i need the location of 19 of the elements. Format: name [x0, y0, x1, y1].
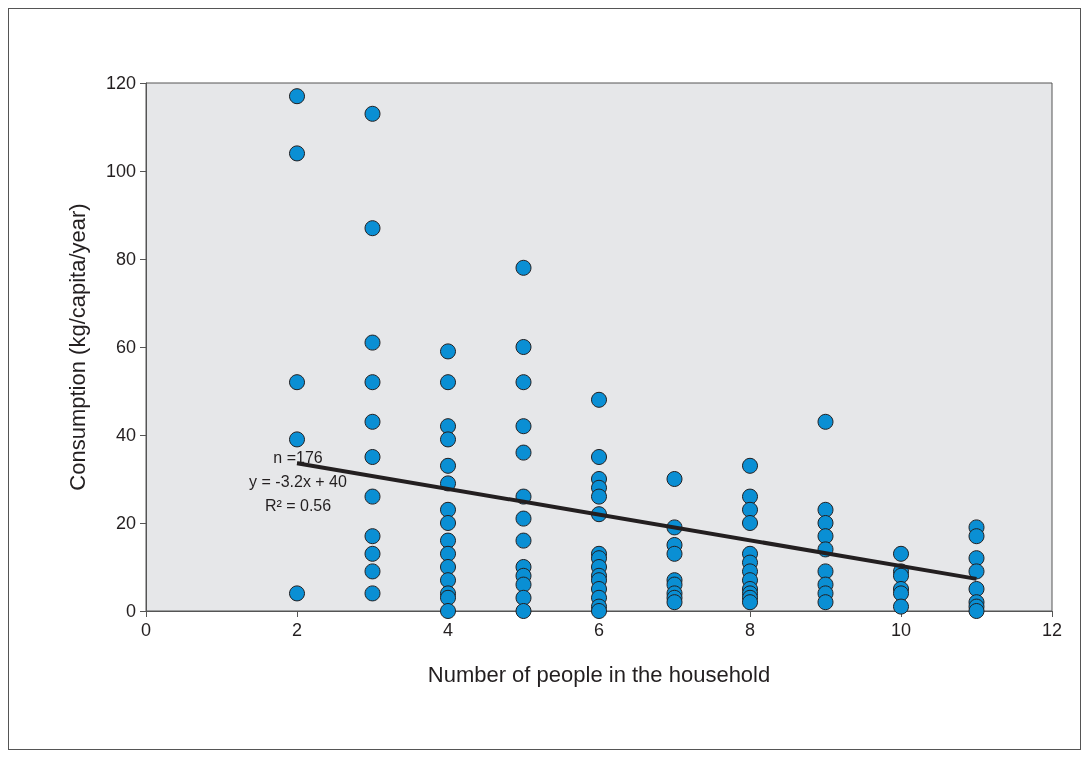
x-tick-label: 2 — [291, 620, 303, 640]
y-tick-label: 100 — [105, 161, 136, 181]
y-axis-title: Consumption (kg/capita/year) — [64, 203, 90, 491]
x-tick-label: 12 — [1041, 620, 1063, 640]
x-tick-label: 8 — [744, 620, 756, 640]
x-tick-label: 6 — [593, 620, 605, 640]
x-tick-label: 10 — [890, 620, 912, 640]
y-tick-label: 60 — [115, 337, 136, 357]
annotation: y = -3.2x + 40 — [249, 472, 348, 490]
y-tick-label: 0 — [125, 601, 136, 621]
annotation: n =176 — [273, 448, 323, 466]
y-tick-label: 20 — [115, 513, 136, 533]
y-tick-label: 80 — [115, 249, 136, 269]
annotation: R² = 0.56 — [264, 496, 332, 514]
y-tick-label: 40 — [115, 425, 136, 445]
x-tick-label: 4 — [442, 620, 454, 640]
x-axis-title: Number of people in the household — [427, 661, 771, 687]
x-tick-label: 0 — [140, 620, 152, 640]
y-tick-label: 120 — [105, 73, 136, 93]
